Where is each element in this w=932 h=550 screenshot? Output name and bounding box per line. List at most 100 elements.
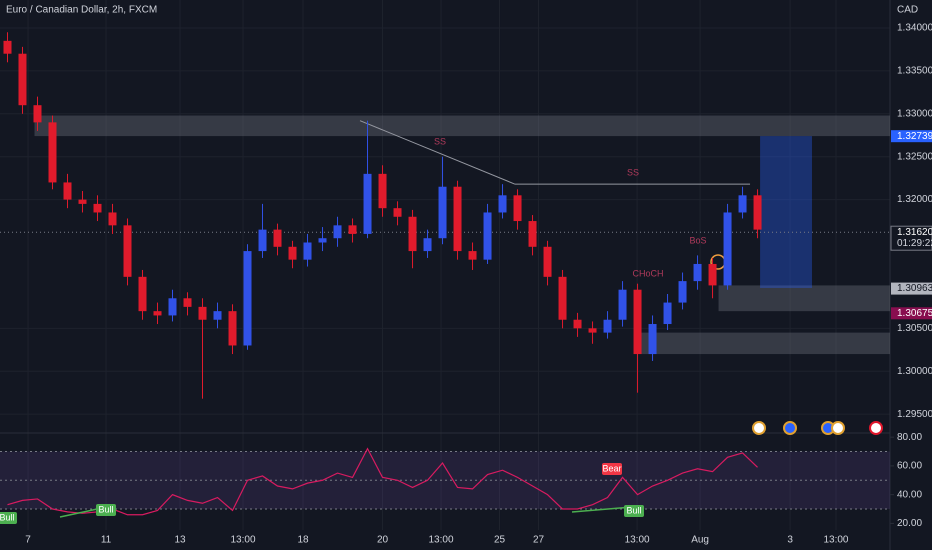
- candle-body: [348, 225, 357, 234]
- candle-body: [543, 246, 552, 277]
- x-tick-label: 13:00: [823, 535, 848, 546]
- candle-body: [408, 216, 417, 252]
- y-tick-label: 1.33000: [897, 108, 932, 119]
- trend-line: [359, 120, 516, 185]
- chart-title: Euro / Canadian Dollar, 2h, FXCM: [6, 5, 157, 16]
- event-icons: [752, 421, 883, 435]
- candle-body: [318, 238, 327, 243]
- candle-body: [3, 40, 12, 54]
- candle-body: [693, 263, 702, 282]
- candle-body: [243, 251, 252, 346]
- rsi-tick-label: 40.00: [897, 489, 922, 500]
- price-label: 1.30963: [897, 283, 932, 294]
- candle-body: [663, 302, 672, 325]
- candle-body: [738, 195, 747, 213]
- candle-body: [63, 182, 72, 200]
- candle-body: [303, 242, 312, 260]
- annotation-badge: [624, 505, 644, 517]
- rsi-tick-label: 80.00: [897, 432, 922, 443]
- price-countdown: 01:29:22: [897, 238, 932, 249]
- annotation: Bear: [602, 463, 621, 473]
- y-tick-label: 1.32500: [897, 151, 932, 162]
- candle-body: [93, 203, 102, 213]
- candle-body: [228, 311, 237, 346]
- candle-body: [513, 195, 522, 222]
- x-tick-label: Aug: [691, 535, 709, 546]
- candle-body: [453, 186, 462, 252]
- annotation-badge: [96, 504, 116, 516]
- divergence-line: [571, 506, 633, 513]
- y-tick-label: 1.34000: [897, 23, 932, 34]
- zone: [640, 332, 890, 355]
- x-tick-label: 3: [787, 535, 793, 546]
- event-icon: [752, 421, 766, 435]
- y-tick-label: 1.32000: [897, 194, 932, 205]
- candle-body: [558, 276, 567, 320]
- candle-body: [153, 311, 162, 316]
- candle-body: [33, 105, 42, 123]
- candle-body: [588, 328, 597, 333]
- candle-body: [198, 306, 207, 320]
- zone: [34, 115, 890, 137]
- candle-body: [258, 229, 267, 252]
- candle-body: [633, 289, 642, 355]
- position-box: [760, 136, 812, 288]
- y-tick-label: 1.30000: [897, 366, 932, 377]
- x-tick-label: 7: [25, 535, 31, 546]
- x-tick-label: 13:00: [429, 535, 454, 546]
- annotation: Bull: [0, 512, 15, 522]
- x-tick-label: 20: [377, 535, 389, 546]
- price-label-box: [890, 225, 932, 251]
- annotation-badge: [0, 512, 17, 524]
- candle-body: [48, 122, 57, 183]
- candle-body: [288, 246, 297, 260]
- rsi-line: [7, 447, 758, 516]
- annotation-badge: [602, 463, 622, 475]
- price-label: 1.31620: [897, 227, 932, 238]
- candle-body: [483, 212, 492, 260]
- candle-body: [123, 225, 132, 277]
- annotation: SS: [627, 167, 639, 177]
- candle-body: [648, 324, 657, 355]
- x-tick-label: 13:00: [230, 535, 255, 546]
- x-tick-label: 13: [174, 535, 186, 546]
- x-tick-label: 11: [101, 535, 112, 546]
- zone: [718, 285, 890, 312]
- annotation: CHoCH: [632, 268, 663, 278]
- price-label-box: [891, 282, 932, 295]
- y-tick-label: 1.33500: [897, 66, 932, 77]
- price-label: 1.30675: [897, 308, 932, 319]
- candle-body: [18, 53, 27, 106]
- annotation: BoS: [689, 235, 706, 245]
- event-icon: [783, 421, 797, 435]
- candle-body: [363, 173, 372, 234]
- candle-body: [528, 221, 537, 247]
- annotation: SS: [434, 136, 446, 146]
- y-tick-label: 1.29500: [897, 409, 932, 420]
- rsi-tick-label: 60.00: [897, 461, 922, 472]
- event-icon: [869, 421, 883, 435]
- x-tick-label: 25: [494, 535, 506, 546]
- candle-body: [753, 195, 762, 230]
- candle-body: [678, 281, 687, 303]
- candle-body: [573, 319, 582, 329]
- candle-body: [423, 238, 432, 252]
- candle-body: [723, 212, 732, 286]
- candle-body: [168, 298, 177, 316]
- candle-body: [468, 251, 477, 260]
- candle-body: [618, 289, 627, 320]
- annotation: Bull: [98, 504, 113, 514]
- candle-body: [498, 195, 507, 213]
- candle-body: [393, 208, 402, 217]
- annotation: Bull: [626, 505, 641, 515]
- candle-body: [333, 225, 342, 239]
- price-label-box: [891, 130, 932, 143]
- candle-body: [438, 186, 447, 239]
- price-label: 1.32739: [897, 131, 932, 142]
- candle-body: [378, 173, 387, 209]
- candle-body: [708, 263, 717, 286]
- candle-body: [78, 199, 87, 204]
- candle-body: [183, 298, 192, 307]
- candle-body: [213, 311, 222, 320]
